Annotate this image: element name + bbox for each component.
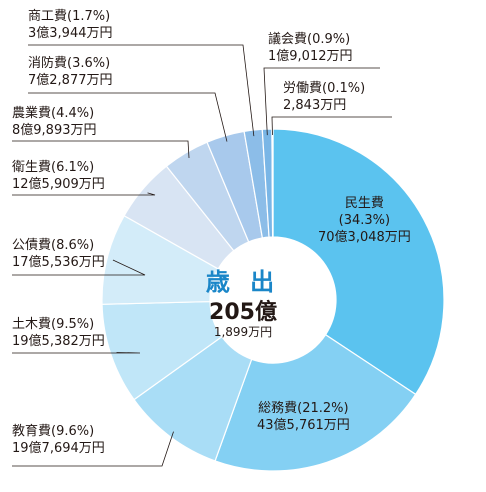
leader-line-doboku xyxy=(12,352,141,354)
leader-line-kosai xyxy=(12,259,146,276)
leader-line-shoko xyxy=(28,44,255,137)
slice-label-rodo: 労働費(0.1%) 2,843万円 xyxy=(283,81,366,113)
slice-label-shobo: 消防費(3.6%) 7億2,877万円 xyxy=(28,56,113,88)
leader-line-kyoiku xyxy=(12,431,174,467)
pie-slice-minsei xyxy=(272,128,445,396)
leader-line-eisei xyxy=(12,192,156,196)
leader-line-gikai xyxy=(263,67,380,136)
slice-label-gikai: 議会費(0.9%) 1億9,012万円 xyxy=(268,32,353,64)
slice-label-eisei: 衛生費(6.1%) 12億5,909万円 xyxy=(12,160,105,192)
slice-label-doboku: 土木費(9.5%) 19億5,382万円 xyxy=(12,317,105,349)
center-title: 歳 出 xyxy=(205,268,281,296)
pie-slice-somu xyxy=(214,333,417,472)
slice-label-kosai: 公債費(8.6%) 17億5,536万円 xyxy=(12,238,105,270)
leader-line-rodo xyxy=(271,116,392,136)
pie-slice-rodo xyxy=(271,128,274,238)
center-total-sub: 1,899万円 xyxy=(213,325,273,339)
slice-label-nogyo: 農業費(4.4%) 8億9,893万円 xyxy=(12,106,97,138)
slice-label-shoko: 商工費(1.7%) 3億3,944万円 xyxy=(28,9,113,41)
center-total: 205億 xyxy=(209,300,277,325)
slice-label-minsei: 民生費 (34.3%) 70億3,048万円 xyxy=(318,196,411,245)
leader-line-nogyo xyxy=(12,140,190,159)
slice-label-kyoiku: 教育費(9.6%) 19億7,694万円 xyxy=(12,424,105,456)
leader-line-shobo xyxy=(28,92,228,142)
slice-label-somu: 総務費(21.2%) 43億5,761万円 xyxy=(257,401,350,433)
